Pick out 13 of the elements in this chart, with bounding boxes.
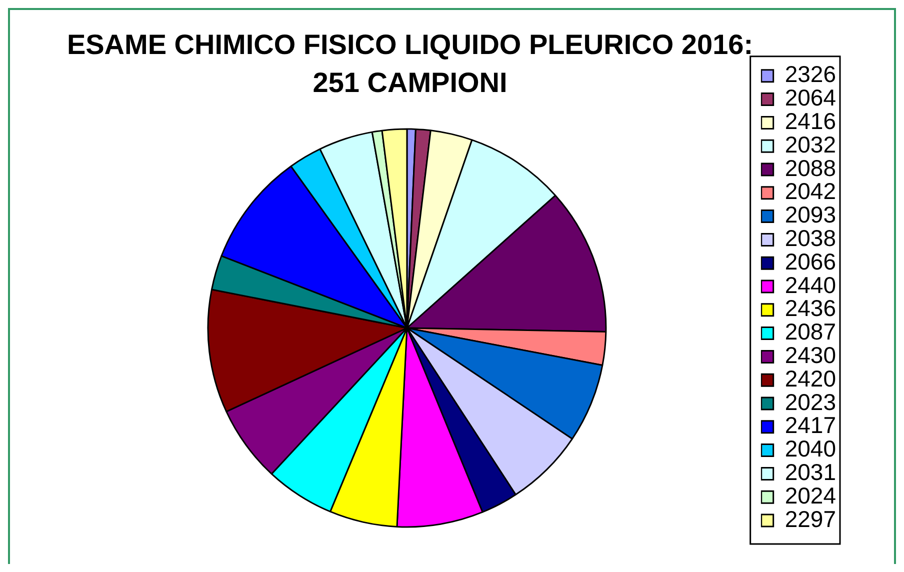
legend-label: 2417: [784, 412, 836, 438]
legend-label: 2042: [784, 178, 836, 204]
legend-label: 2297: [784, 506, 836, 532]
legend-label: 2088: [784, 154, 836, 181]
legend-label: 2064: [784, 84, 836, 111]
legend-label: 2326: [784, 61, 836, 88]
chart-title: ESAME CHIMICO FISICO LIQUIDO PLEURICO 2016: 251 CAMPIONI: [66, 29, 754, 99]
legend-label: 2436: [784, 295, 836, 322]
legend-label: 2023: [784, 388, 836, 415]
legend-label: 2440: [784, 272, 836, 298]
legend-label: 2093: [784, 202, 836, 228]
legend-label: 2087: [784, 318, 836, 345]
legend-label: 2040: [784, 436, 836, 462]
